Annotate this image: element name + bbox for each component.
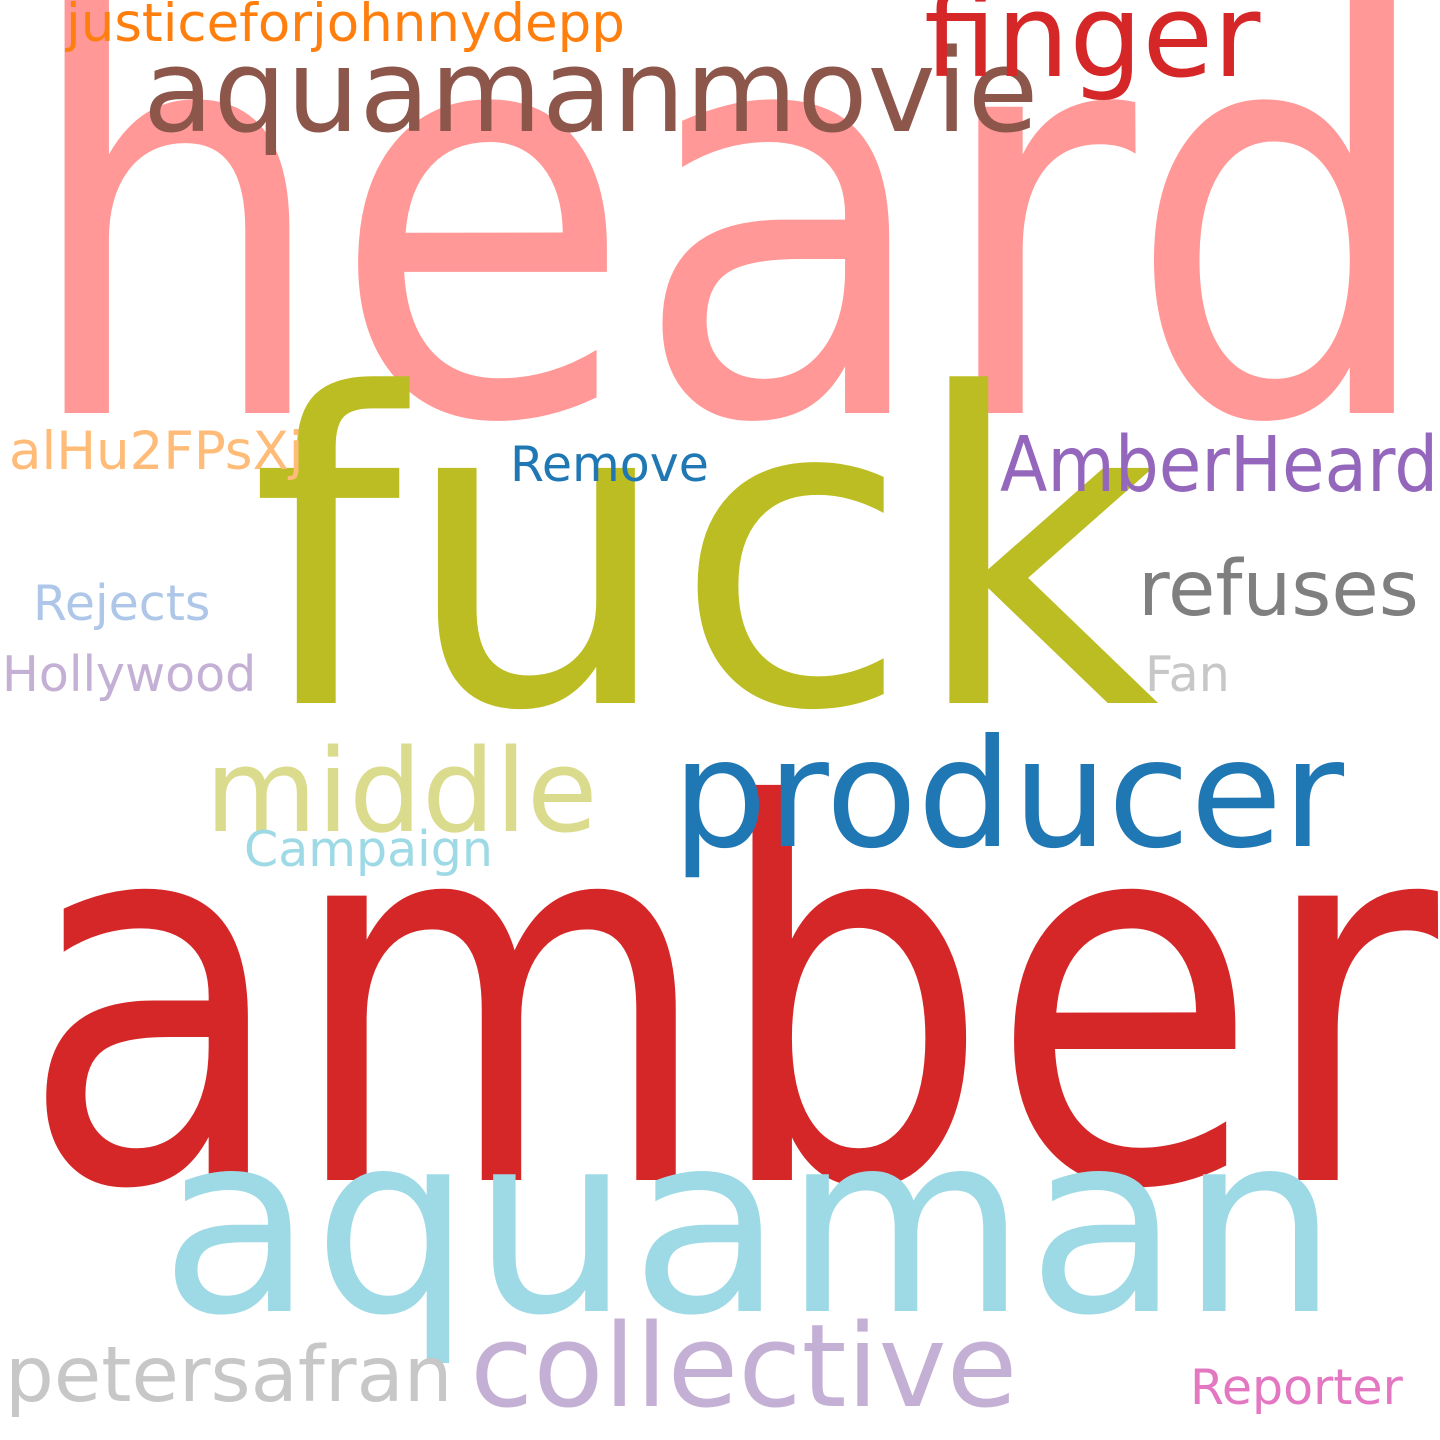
word-producer: producer	[672, 708, 1345, 882]
word-hollywood: Hollywood	[2, 646, 257, 703]
word-petersafran: petersafran	[5, 1331, 453, 1420]
word-rejects: Rejects	[33, 575, 211, 632]
word-aquamanmovie: aquamanmovie	[143, 25, 1039, 159]
word-heard: heard	[20, 0, 1439, 546]
word-finger: finger	[924, 0, 1261, 104]
word-campaign: Campaign	[244, 821, 493, 878]
word-remove: Remove	[510, 436, 709, 493]
word-reporter: Reporter	[1190, 1359, 1403, 1416]
word-fan: Fan	[1145, 646, 1230, 703]
word-collective: collective	[470, 1300, 1018, 1434]
word-refuses: refuses	[1138, 545, 1419, 634]
word-middle: middle	[205, 725, 598, 859]
word-alhu2fpsxj: alHu2FPsXj	[9, 421, 304, 482]
word-justiceforjohnnydepp: justiceforjohnnydepp	[66, 0, 625, 54]
word-amber: amber	[20, 697, 1439, 1303]
word-aquaman: aquaman	[160, 1079, 1339, 1370]
word-amberheard: AmberHeard	[1000, 421, 1439, 510]
word-fuck: fuck	[250, 305, 1160, 805]
